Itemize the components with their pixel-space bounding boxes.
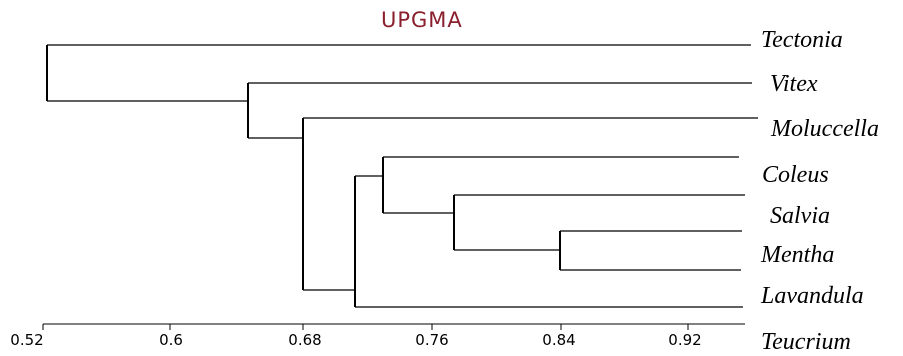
axis-tick-label: 0.6 [159,331,183,349]
taxon-label-teucrium: Teucrium [761,329,851,355]
taxon-label-mentha: Mentha [760,242,834,268]
taxon-label-salvia: Salvia [770,203,830,229]
taxon-label-lavandula: Lavandula [760,283,864,309]
taxon-label-coleus: Coleus [762,162,829,188]
taxon-label-moluccella: Moluccella [770,116,879,142]
axis-tick-label: 0.52 [10,331,43,349]
dendrogram-branches [46,44,758,308]
scale-axis [42,323,745,330]
axis-tick-label: 0.92 [668,331,701,349]
chart-title: UPGMA [381,8,463,32]
axis-tick-label: 0.76 [415,331,448,349]
axis-tick-label: 0.68 [288,331,321,349]
taxon-label-tectonia: Tectonia [761,27,843,53]
taxon-label-vitex: Vitex [770,71,818,97]
axis-tick-label: 0.84 [542,331,575,349]
